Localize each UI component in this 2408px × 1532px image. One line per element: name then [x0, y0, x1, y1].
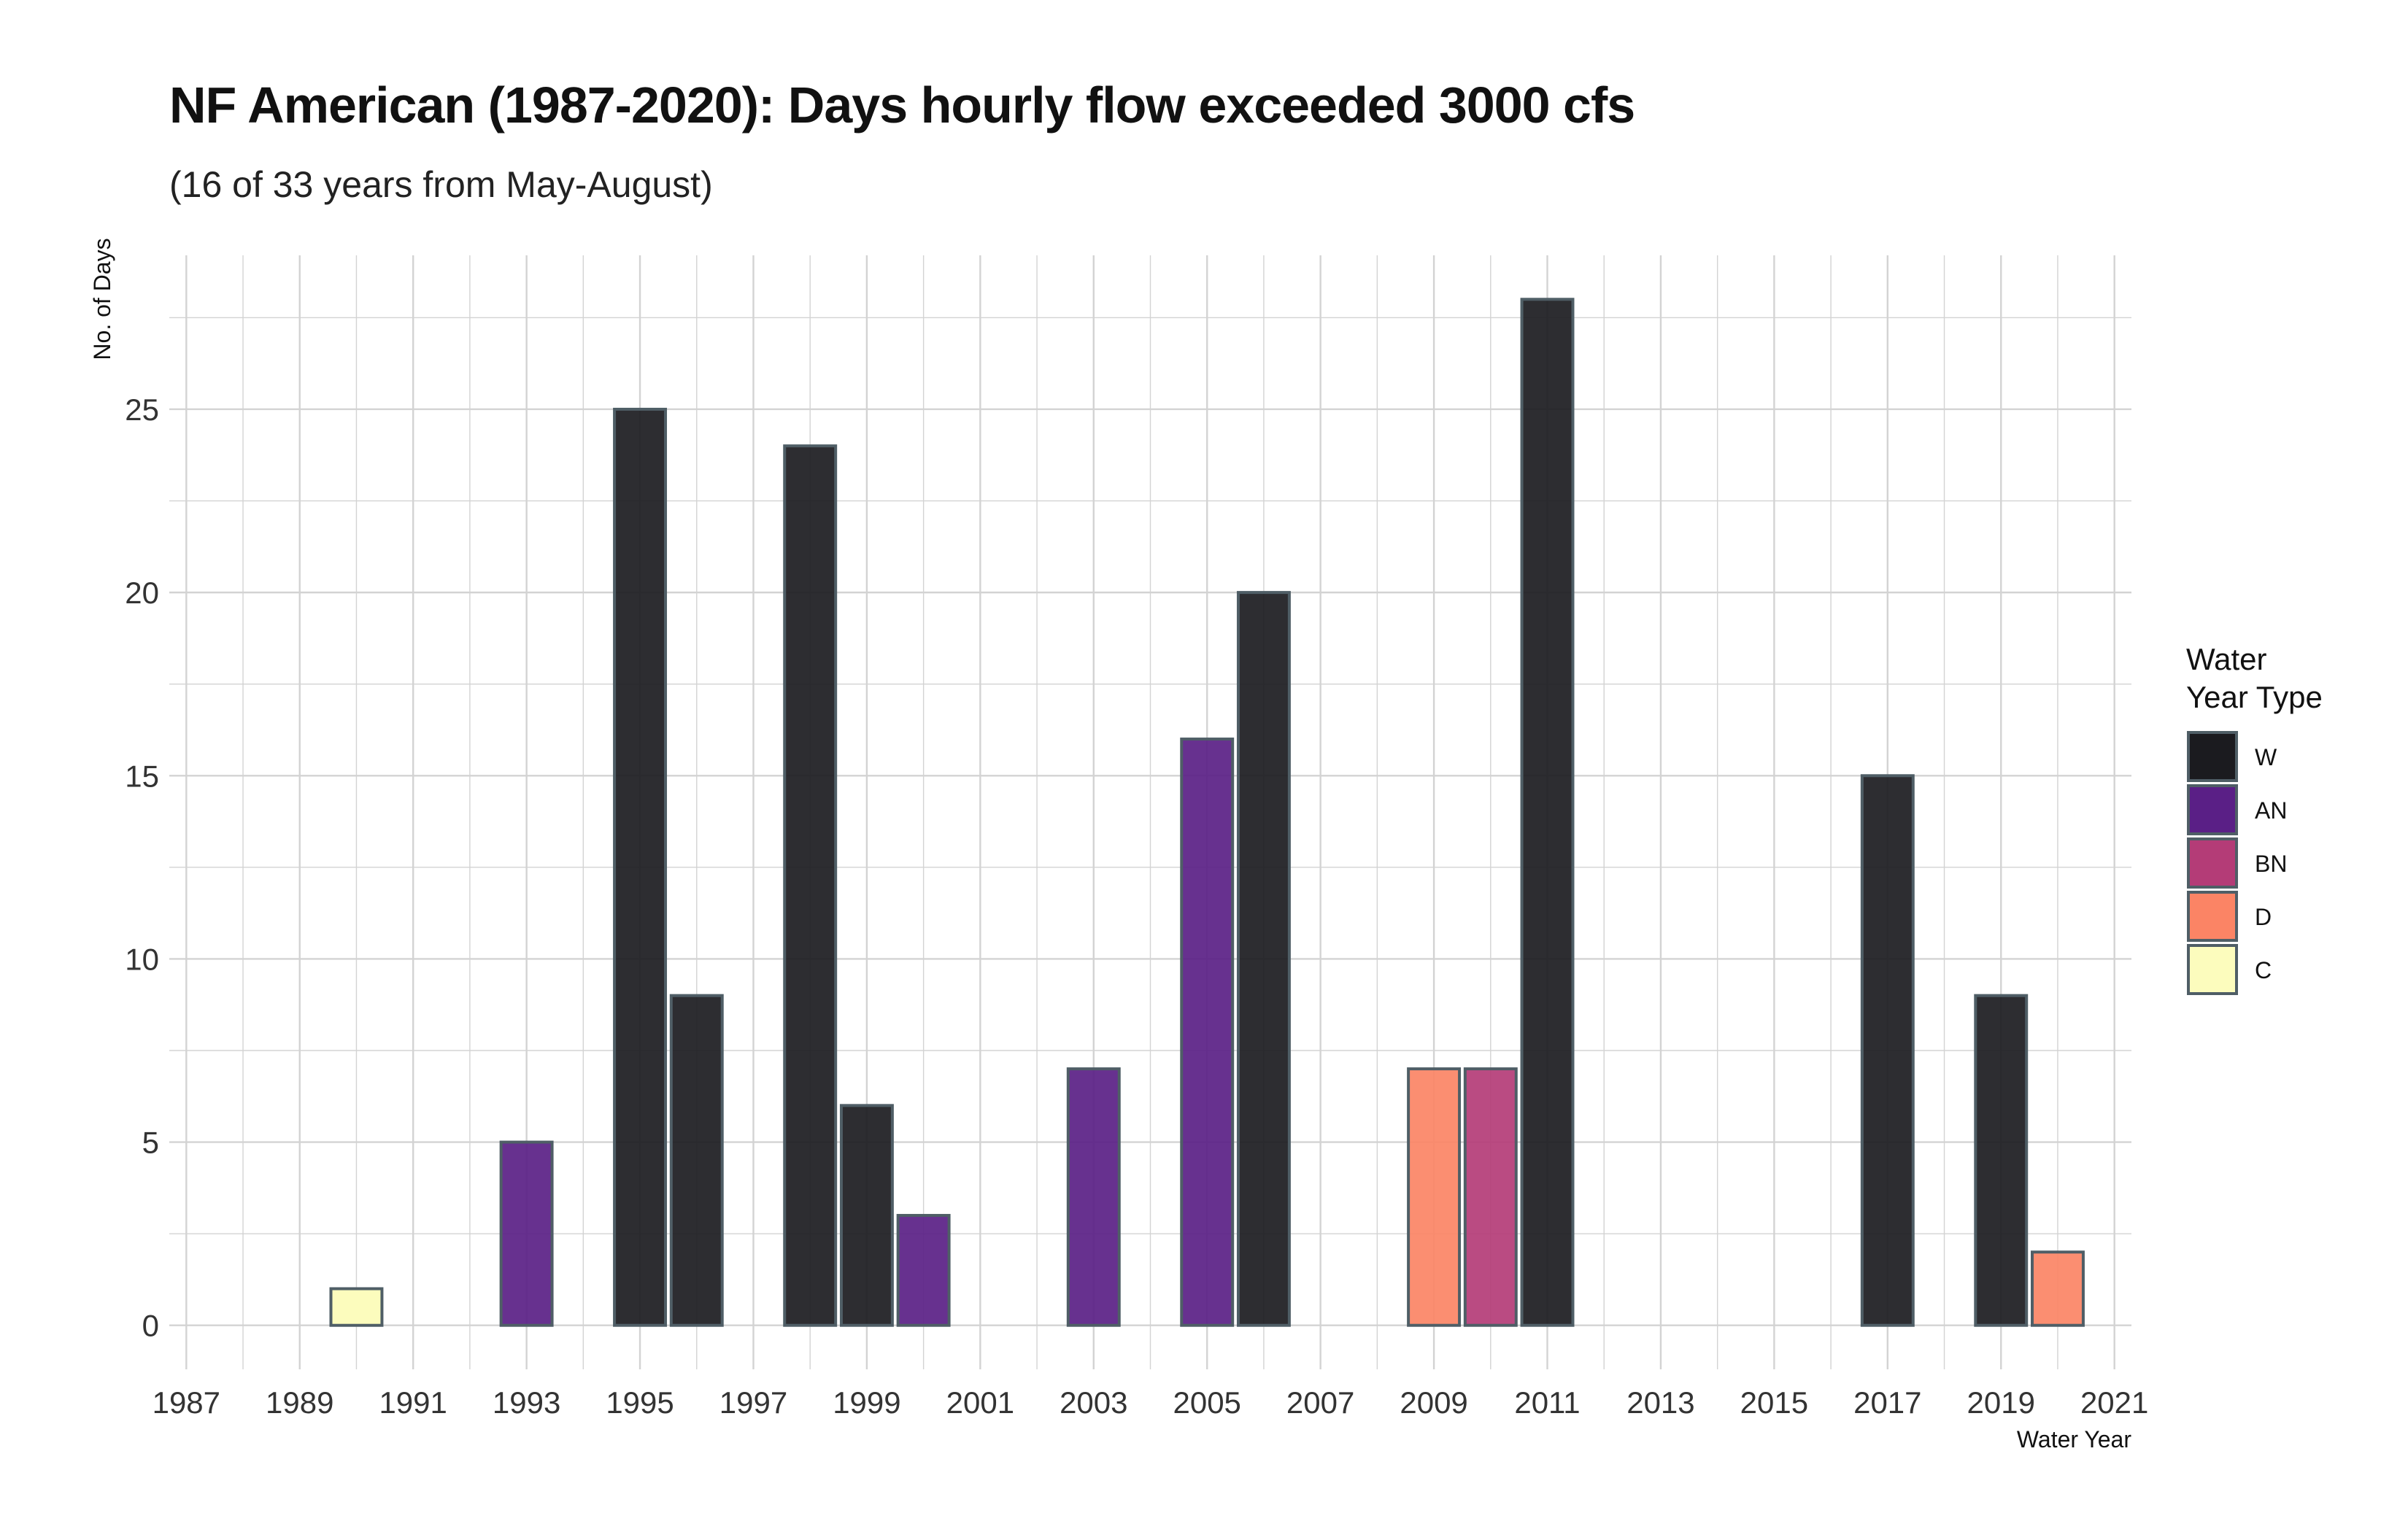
- bar-2019: [1974, 994, 2029, 1327]
- chart-title: NF American (1987-2020): Days hourly flo…: [169, 77, 1635, 134]
- grid: [169, 255, 2131, 1369]
- y-axis-title: No. of Days: [89, 238, 115, 360]
- y-tick-label: 15: [125, 759, 159, 793]
- x-tick-label: 2013: [1626, 1385, 1694, 1420]
- legend-swatch-an: [2187, 784, 2238, 835]
- x-tick-label: 1993: [493, 1385, 560, 1420]
- x-tick-label: 1995: [606, 1385, 674, 1420]
- bar-2010: [1463, 1067, 1518, 1327]
- legend-title-line-1: Water: [2186, 642, 2266, 676]
- bar-2003: [1066, 1067, 1121, 1327]
- bar-2020: [2030, 1250, 2085, 1327]
- bar-1996: [669, 994, 724, 1327]
- y-tick-label: 0: [142, 1309, 159, 1343]
- y-axis-ticks: 0 5 10 15 20 25: [125, 392, 159, 1343]
- legend-swatch-bn: [2187, 837, 2238, 889]
- x-tick-label: 2003: [1060, 1385, 1127, 1420]
- x-tick-label: 2019: [1967, 1385, 2035, 1420]
- bar-1993: [499, 1140, 554, 1327]
- chart-subtitle: (16 of 33 years from May-August): [169, 164, 713, 205]
- bar-2005: [1180, 738, 1235, 1327]
- bar-2017: [1860, 774, 1915, 1327]
- legend-label-bn: BN: [2255, 851, 2287, 877]
- x-tick-label: 2001: [946, 1385, 1014, 1420]
- bars: [329, 298, 2085, 1327]
- bar-1998: [783, 444, 838, 1327]
- bar-2000: [896, 1214, 951, 1327]
- x-tick-label: 2017: [1853, 1385, 1921, 1420]
- y-tick-label: 10: [125, 942, 159, 976]
- legend-swatch-d: [2187, 891, 2238, 942]
- x-tick-label: 2009: [1400, 1385, 1467, 1420]
- x-tick-label: 2015: [1740, 1385, 1808, 1420]
- legend: Water Year Type W AN BN D C: [2186, 642, 2323, 995]
- x-tick-label: 1987: [153, 1385, 220, 1420]
- y-tick-label: 20: [125, 576, 159, 610]
- x-tick-label: 2005: [1173, 1385, 1240, 1420]
- bar-2006: [1236, 591, 1291, 1327]
- bar-2009: [1407, 1067, 1462, 1327]
- x-tick-label: 1991: [379, 1385, 447, 1420]
- legend-swatch-w: [2187, 731, 2238, 782]
- bar-1995: [613, 407, 668, 1327]
- legend-label-an: AN: [2255, 797, 2287, 824]
- x-tick-label: 1989: [266, 1385, 333, 1420]
- x-axis-title: Water Year: [2017, 1426, 2131, 1452]
- legend-label-c: C: [2255, 957, 2272, 983]
- y-tick-label: 5: [142, 1126, 159, 1160]
- x-tick-label: 2007: [1286, 1385, 1354, 1420]
- bar-2011: [1520, 298, 1575, 1327]
- x-tick-label: 1997: [719, 1385, 787, 1420]
- legend-label-d: D: [2255, 904, 2272, 930]
- bar-1999: [839, 1104, 894, 1327]
- x-tick-label: 1999: [833, 1385, 900, 1420]
- legend-swatch-c: [2187, 944, 2238, 995]
- x-tick-label: 2011: [1514, 1385, 1580, 1420]
- x-tick-label: 2021: [2080, 1385, 2148, 1420]
- bar-1990: [329, 1287, 384, 1327]
- legend-title-line-2: Year Type: [2186, 680, 2323, 714]
- y-tick-label: 25: [125, 392, 159, 427]
- legend-label-w: W: [2255, 744, 2277, 770]
- x-axis-ticks: 1987 1989 1991 1993 1995 1997 1999 2001 2003 2005…: [153, 1385, 2149, 1420]
